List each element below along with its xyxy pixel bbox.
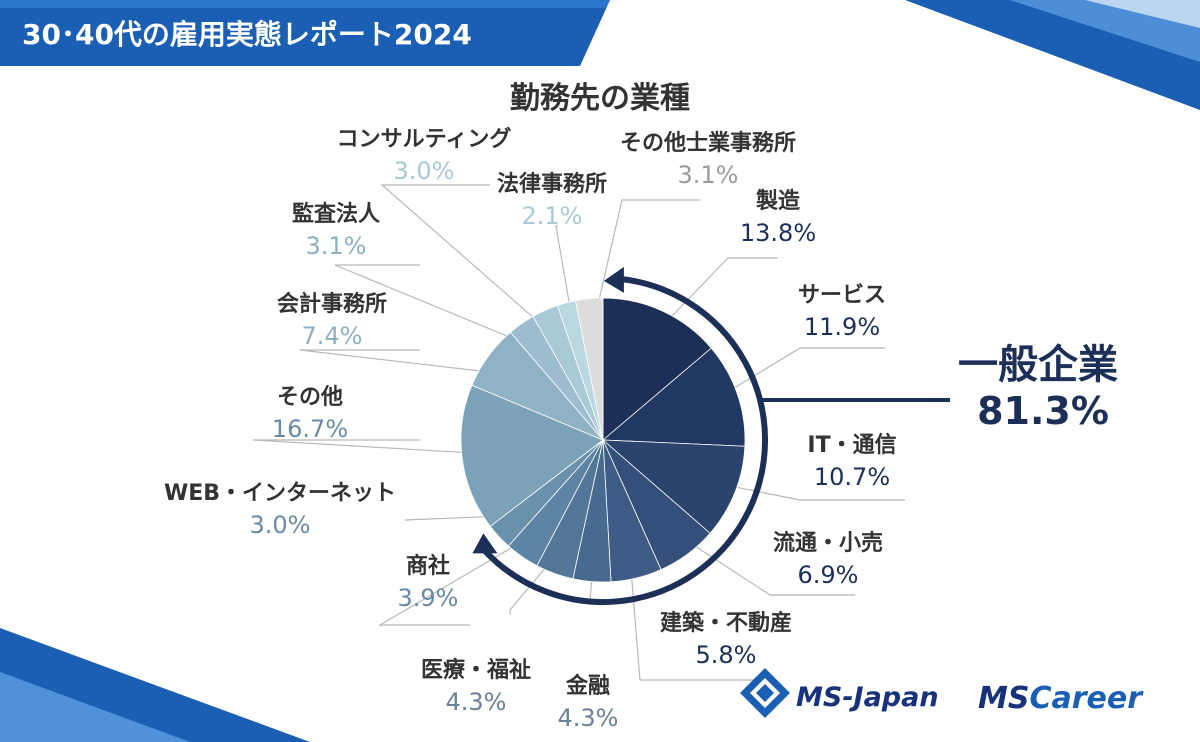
leader-line bbox=[555, 225, 575, 334]
slice-value-label: 3.1% bbox=[306, 232, 367, 260]
ms-career-wordmark: MSCareer bbox=[978, 681, 1144, 716]
slice-value-label: 3.0% bbox=[250, 511, 311, 539]
ms-career-logo: MSCareer bbox=[978, 681, 1144, 716]
pie-slice bbox=[575, 297, 604, 441]
slice-value-label: 13.8% bbox=[740, 219, 816, 247]
slice-category-label: 金融 bbox=[565, 673, 610, 699]
slice-category-label: 商社 bbox=[406, 553, 450, 579]
slice-category-label: 建築・不動産 bbox=[660, 610, 792, 636]
slice-value-label: 11.9% bbox=[804, 313, 880, 341]
ms-japan-wordmark: MS-Japan bbox=[796, 682, 939, 713]
leader-line bbox=[380, 184, 559, 340]
pie-slice bbox=[601, 347, 746, 447]
pie-slice bbox=[460, 384, 604, 527]
slice-value-label: 3.9% bbox=[398, 584, 459, 612]
slice-category-label: サービス bbox=[798, 283, 886, 308]
slice-value-label: 3.0% bbox=[394, 157, 455, 185]
chart-title: 勤務先の業種 bbox=[510, 81, 690, 116]
ms-japan-emblem-core bbox=[756, 684, 774, 702]
slice-value-label: 2.1% bbox=[522, 202, 583, 230]
slice-category-label: その他士業事務所 bbox=[620, 130, 796, 156]
slice-value-label: 3.1% bbox=[678, 161, 739, 189]
corner-decoration-top-thin bbox=[1085, 0, 1200, 28]
banner-accent bbox=[0, 0, 610, 8]
slice-category-label: 製造 bbox=[755, 188, 800, 214]
leader-line bbox=[649, 257, 778, 340]
slice-value-label: 4.3% bbox=[558, 704, 619, 732]
pie-slice bbox=[601, 439, 746, 534]
leader-line bbox=[252, 439, 494, 455]
slice-category-label: 流通・小売 bbox=[773, 530, 883, 556]
leader-line bbox=[707, 347, 885, 405]
leader-line bbox=[628, 547, 760, 681]
pie-slices bbox=[460, 297, 746, 583]
slice-category-label: その他 bbox=[277, 385, 343, 410]
leader-line bbox=[591, 199, 700, 330]
slice-value-label: 10.7% bbox=[814, 463, 890, 491]
slice-value-label: 7.4% bbox=[302, 322, 363, 350]
aggregate-arrow-head-left bbox=[472, 533, 498, 554]
slice-category-label: 監査法人 bbox=[292, 202, 380, 227]
slice-category-label: WEB・インターネット bbox=[164, 481, 396, 506]
slice-value-label: 4.3% bbox=[446, 688, 507, 716]
leader-line bbox=[668, 528, 855, 596]
slice-value-label: 16.7% bbox=[272, 415, 348, 443]
corner-decoration-bottom-light bbox=[0, 672, 190, 742]
leader-line bbox=[334, 264, 540, 350]
slice-value-label: 6.9% bbox=[798, 561, 859, 589]
leader-line bbox=[404, 514, 522, 521]
pie-slice bbox=[602, 297, 712, 441]
slice-value-label: 5.8% bbox=[696, 641, 757, 669]
leader-line bbox=[377, 530, 541, 626]
slice-category-label: IT・通信 bbox=[807, 432, 896, 458]
slice-labels: 製造 13.8% サービス 11.9% IT・通信 10.7% 流通・小売 6.9%建築・不動… bbox=[164, 126, 897, 732]
slice-category-label: 医療・福祉 bbox=[421, 657, 531, 683]
banner-background bbox=[0, 0, 610, 66]
aggregate-label: 一般企業 bbox=[958, 342, 1118, 388]
aggregate-arc bbox=[483, 275, 768, 605]
slice-category-label: 法律事務所 bbox=[497, 171, 607, 197]
aggregate-value: 81.3% bbox=[977, 389, 1109, 433]
ms-career-prefix: MS bbox=[978, 681, 1029, 716]
aggregate-arrow-head-top bbox=[603, 266, 624, 293]
banner-title: 30･40代の雇用実態レポート2024 bbox=[22, 18, 472, 51]
ms-japan-logo: MS-Japan bbox=[740, 668, 939, 718]
ms-career-suffix: Career bbox=[1029, 681, 1144, 716]
slice-category-label: コンサルティング bbox=[337, 126, 512, 152]
slice-category-label: 会計事務所 bbox=[277, 291, 387, 317]
leader-line bbox=[299, 349, 514, 376]
